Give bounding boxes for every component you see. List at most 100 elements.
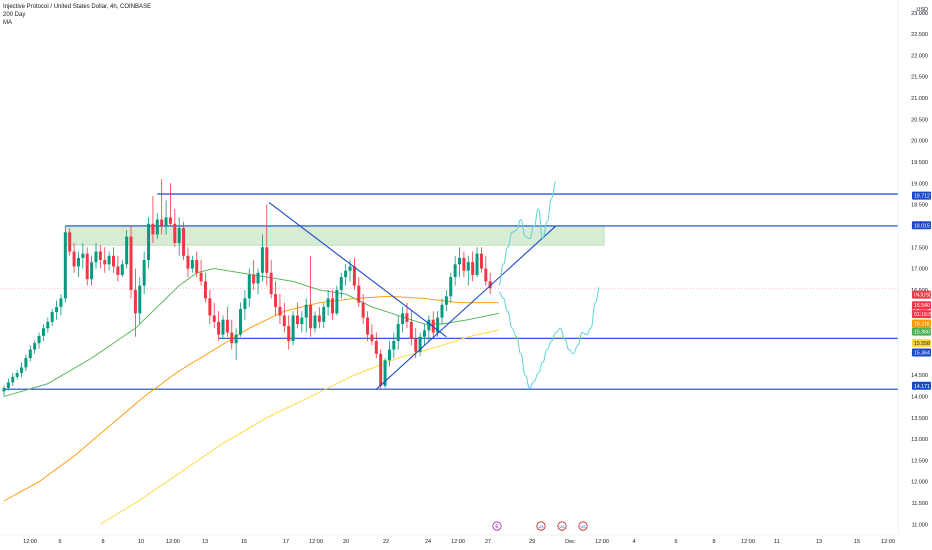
indicator-200-day[interactable]: 200 Day [3, 12, 26, 18]
candle-body[interactable] [234, 334, 238, 344]
price-tag-8[interactable] [912, 348, 931, 357]
candle-body[interactable] [344, 270, 348, 278]
candle-body[interactable] [313, 315, 317, 329]
candle-body[interactable] [252, 274, 256, 284]
candle-body[interactable] [475, 253, 479, 275]
candle-body[interactable] [2, 387, 6, 392]
event-marker-0[interactable] [492, 521, 502, 531]
candle-body[interactable] [304, 304, 308, 318]
candle-body[interactable] [208, 298, 212, 316]
price-tag-1[interactable] [912, 221, 931, 230]
candle-body[interactable] [247, 274, 251, 299]
price-tag-0[interactable] [912, 191, 931, 200]
candle-body[interactable] [63, 232, 67, 299]
candle-body[interactable] [155, 219, 159, 235]
candle-body[interactable] [374, 341, 378, 354]
candle-body[interactable] [20, 367, 24, 374]
candle-body[interactable] [309, 304, 313, 329]
candle-body[interactable] [190, 260, 194, 269]
candle-body[interactable] [142, 260, 146, 286]
candle-body[interactable] [116, 266, 120, 275]
candle-body[interactable] [444, 296, 448, 305]
candle-body[interactable] [322, 306, 326, 322]
candle-body[interactable] [458, 257, 462, 265]
candle-body[interactable] [453, 264, 457, 278]
price-tag-6[interactable] [912, 327, 931, 336]
candle-body[interactable] [90, 262, 94, 280]
candle-body[interactable] [138, 285, 142, 314]
candle-body[interactable] [24, 358, 28, 368]
candle-body[interactable] [72, 251, 76, 267]
candle-body[interactable] [59, 298, 63, 307]
event-marker-3[interactable] [578, 521, 588, 531]
candle-body[interactable] [103, 260, 107, 265]
candle-body[interactable] [221, 319, 225, 335]
candle-body[interactable] [370, 334, 374, 342]
candle-body[interactable] [409, 321, 413, 339]
candle-body[interactable] [317, 315, 321, 322]
candle-body[interactable] [212, 315, 216, 322]
candle-body[interactable] [85, 253, 89, 280]
candle-body[interactable] [37, 335, 41, 344]
candle-body[interactable] [387, 349, 391, 361]
candle-body[interactable] [466, 262, 470, 271]
price-axis[interactable] [898, 0, 932, 550]
candle-body[interactable] [243, 298, 247, 310]
candle-body[interactable] [164, 217, 168, 226]
candle-body[interactable] [274, 294, 278, 307]
projection-path-1[interactable] [498, 180, 557, 287]
candle-body[interactable] [392, 341, 396, 350]
price-tag-4[interactable] [912, 310, 931, 319]
candle-body[interactable] [160, 219, 164, 226]
candle-body[interactable] [147, 223, 151, 261]
candle-body[interactable] [55, 306, 59, 313]
projection-path-0[interactable] [498, 287, 601, 389]
price-tag-5[interactable] [912, 319, 931, 328]
price-tag-3[interactable] [912, 301, 931, 310]
candle-body[interactable] [177, 228, 181, 243]
candle-body[interactable] [366, 317, 370, 335]
candle-body[interactable] [112, 255, 115, 267]
candle-body[interactable] [50, 312, 54, 322]
candle-body[interactable] [33, 343, 37, 350]
candle-body[interactable] [195, 260, 199, 273]
candle-body[interactable] [331, 298, 334, 314]
candle-body[interactable] [440, 304, 444, 318]
candle-body[interactable] [76, 257, 80, 267]
candle-body[interactable] [15, 373, 19, 377]
candle-body[interactable] [484, 268, 488, 282]
candle-body[interactable] [352, 266, 356, 286]
indicator-ma[interactable]: MA [3, 20, 12, 26]
candle-body[interactable] [98, 251, 102, 261]
candle-body[interactable] [11, 376, 15, 383]
price-tag-9[interactable] [912, 381, 931, 390]
price-tag-2[interactable] [912, 290, 931, 299]
candle-body[interactable] [471, 262, 475, 275]
candle-body[interactable] [199, 272, 203, 282]
candle-body[interactable] [422, 330, 426, 337]
price-tag-7[interactable] [912, 339, 931, 348]
candle-body[interactable] [260, 247, 264, 273]
candle-body[interactable] [151, 223, 155, 235]
candle-body[interactable] [291, 315, 295, 342]
candle-body[interactable] [129, 236, 133, 290]
event-marker-1[interactable] [536, 521, 546, 531]
candle-body[interactable] [230, 332, 234, 344]
candle-body[interactable] [282, 315, 286, 327]
candle-body[interactable] [125, 236, 129, 265]
candle-body[interactable] [436, 317, 440, 333]
candle-body[interactable] [427, 319, 431, 331]
candle-body[interactable] [186, 255, 190, 269]
candle-body[interactable] [401, 313, 405, 324]
candle-body[interactable] [379, 353, 383, 386]
candle-body[interactable] [217, 321, 221, 335]
candle-body[interactable] [6, 382, 10, 388]
candle-body[interactable] [300, 317, 304, 324]
candle-body[interactable] [41, 328, 45, 336]
candle-body[interactable] [168, 217, 172, 224]
candle-body[interactable] [173, 223, 177, 243]
candle-body[interactable] [120, 264, 124, 275]
candle-body[interactable] [256, 272, 260, 284]
candle-body[interactable] [28, 349, 32, 359]
